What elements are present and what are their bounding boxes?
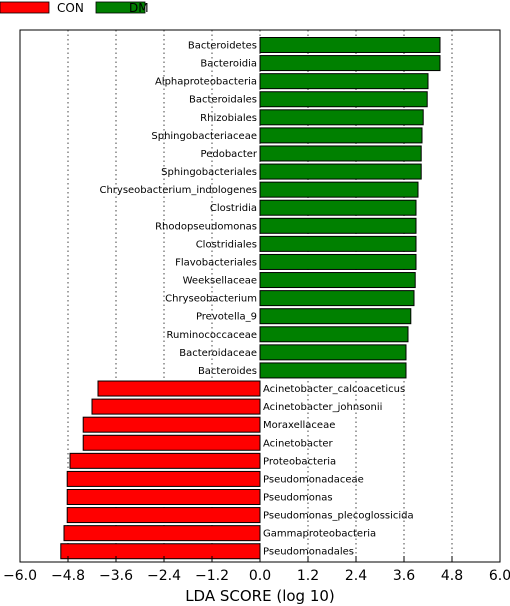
legend-swatch-dm — [95, 1, 146, 14]
bar-acinetobacter-calcoaceticus — [97, 380, 261, 397]
x-tick-label: 6.0 — [489, 568, 510, 584]
bar-label-pseudomonas-plecoglossicida: Pseudomonas_plecoglossicida — [263, 511, 414, 522]
bar-label-bacteroidaceae: Bacteroidaceae — [179, 348, 257, 359]
bar-pedobacter — [259, 145, 422, 162]
bar-acinetobacter-johnsonii — [91, 398, 261, 415]
bar-label-acinetobacter-johnsonii: Acinetobacter_johnsonii — [263, 402, 382, 413]
bar-proteobacteria — [69, 452, 261, 469]
x-axis-ticks: −6.0 −4.8 −3.6 −2.4 −1.2 0.0 1.2 2.4 3.6 4.8 6.0 — [3, 556, 510, 584]
x-tick-label: −6.0 — [3, 568, 37, 584]
x-tick-label: −2.4 — [147, 568, 181, 584]
x-tick-label: −4.8 — [51, 568, 85, 584]
bars-group — [60, 37, 441, 560]
bar-pseudomonas — [66, 489, 261, 505]
bar-label-bacteroidia: Bacteroidia — [200, 59, 257, 70]
x-tick-label: 4.8 — [441, 568, 463, 584]
bar-label-acinetobacter: Acinetobacter — [263, 438, 334, 449]
bar-labels-group: Bacteroidetes Bacteroidia Alphaproteobacte… — [99, 41, 413, 558]
bar-alphaproteobacteria — [259, 73, 429, 90]
bar-label-weeksellaceae: Weeksellaceae — [183, 276, 257, 287]
bar-chryseobacterium — [259, 290, 415, 307]
bar-label-chryseobacterium: Chryseobacterium — [165, 294, 257, 305]
bar-label-bacteroides: Bacteroides — [198, 366, 257, 377]
bar-label-clostridia: Clostridia — [210, 203, 257, 214]
bar-label-pseudomonadaceae: Pseudomonadaceae — [263, 474, 364, 485]
bar-label-gammaproteobacteria: Gammaproteobacteria — [263, 529, 376, 540]
bar-bacteroidia — [259, 55, 441, 72]
bar-label-prevotella-9: Prevotella_9 — [196, 312, 257, 323]
bar-chryseobacterium-indologenes — [259, 181, 419, 198]
bar-label-clostridiales: Clostridiales — [196, 239, 257, 250]
x-tick-label: 3.6 — [393, 568, 415, 584]
bar-prevotella-9 — [259, 308, 412, 325]
legend-label-con: CON — [57, 1, 84, 15]
bar-label-chryseobacterium-indologenes: Chryseobacterium_indologenes — [99, 185, 257, 196]
bar-pseudomonadales — [60, 543, 261, 560]
x-tick-label: −1.2 — [195, 568, 229, 584]
bar-label-sphingobacteriaceae: Sphingobacteriaceae — [151, 131, 257, 142]
x-axis-title: LDA SCORE (log 10) — [185, 587, 335, 605]
bar-label-ruminococcaceae: Ruminococcaceae — [167, 330, 257, 341]
legend-label-dm: DM — [129, 1, 149, 15]
bar-label-acinetobacter-calcoaceticus: Acinetobacter_calcoaceticus — [263, 384, 405, 395]
bar-clostridia — [259, 199, 417, 216]
bar-rhodopseudomonas — [259, 217, 417, 234]
bar-acinetobacter — [82, 434, 261, 451]
legend-swatch-con — [0, 1, 50, 14]
bar-label-rhizobiales: Rhizobiales — [200, 113, 257, 124]
bar-sphingobacteriales — [259, 163, 422, 180]
bar-label-rhodopseudomonas: Rhodopseudomonas — [155, 221, 257, 232]
bar-label-alphaproteobacteria: Alphaproteobacteria — [155, 77, 257, 88]
legend: CON DM — [0, 1, 149, 15]
bar-label-pseudomonadales: Pseudomonadales — [263, 547, 354, 558]
bar-bacteroides — [259, 362, 407, 379]
bar-weeksellaceae — [259, 272, 416, 289]
bar-flavobacteriales — [259, 253, 417, 270]
x-tick-label: −3.6 — [99, 568, 133, 584]
x-tick-label: 0.0 — [249, 568, 271, 584]
x-tick-label: 2.4 — [345, 568, 367, 584]
bar-label-proteobacteria: Proteobacteria — [263, 456, 336, 467]
bar-moraxellaceae — [82, 416, 261, 433]
bar-ruminococcaceae — [259, 326, 409, 343]
bar-label-bacteroidetes: Bacteroidetes — [188, 41, 257, 52]
bar-label-pedobacter: Pedobacter — [201, 149, 258, 160]
bar-gammaproteobacteria — [63, 525, 261, 542]
bar-label-bacteroidales: Bacteroidales — [189, 95, 257, 106]
bar-label-flavobacteriales: Flavobacteriales — [175, 257, 257, 268]
bar-pseudomonas-plecoglossicida — [66, 507, 261, 524]
bar-rhizobiales — [259, 109, 424, 126]
bar-label-pseudomonas: Pseudomonas — [263, 493, 333, 504]
bar-bacteroidetes — [259, 37, 441, 53]
bar-label-moraxellaceae: Moraxellaceae — [263, 420, 335, 431]
bar-clostridiales — [259, 235, 417, 252]
bar-sphingobacteriaceae — [259, 127, 423, 144]
bar-bacteroidaceae — [259, 344, 407, 361]
bar-label-sphingobacteriales: Sphingobacteriales — [161, 167, 257, 178]
bar-pseudomonadaceae — [66, 470, 261, 487]
x-tick-label: 1.2 — [297, 568, 319, 584]
bar-bacteroidales — [259, 91, 428, 108]
